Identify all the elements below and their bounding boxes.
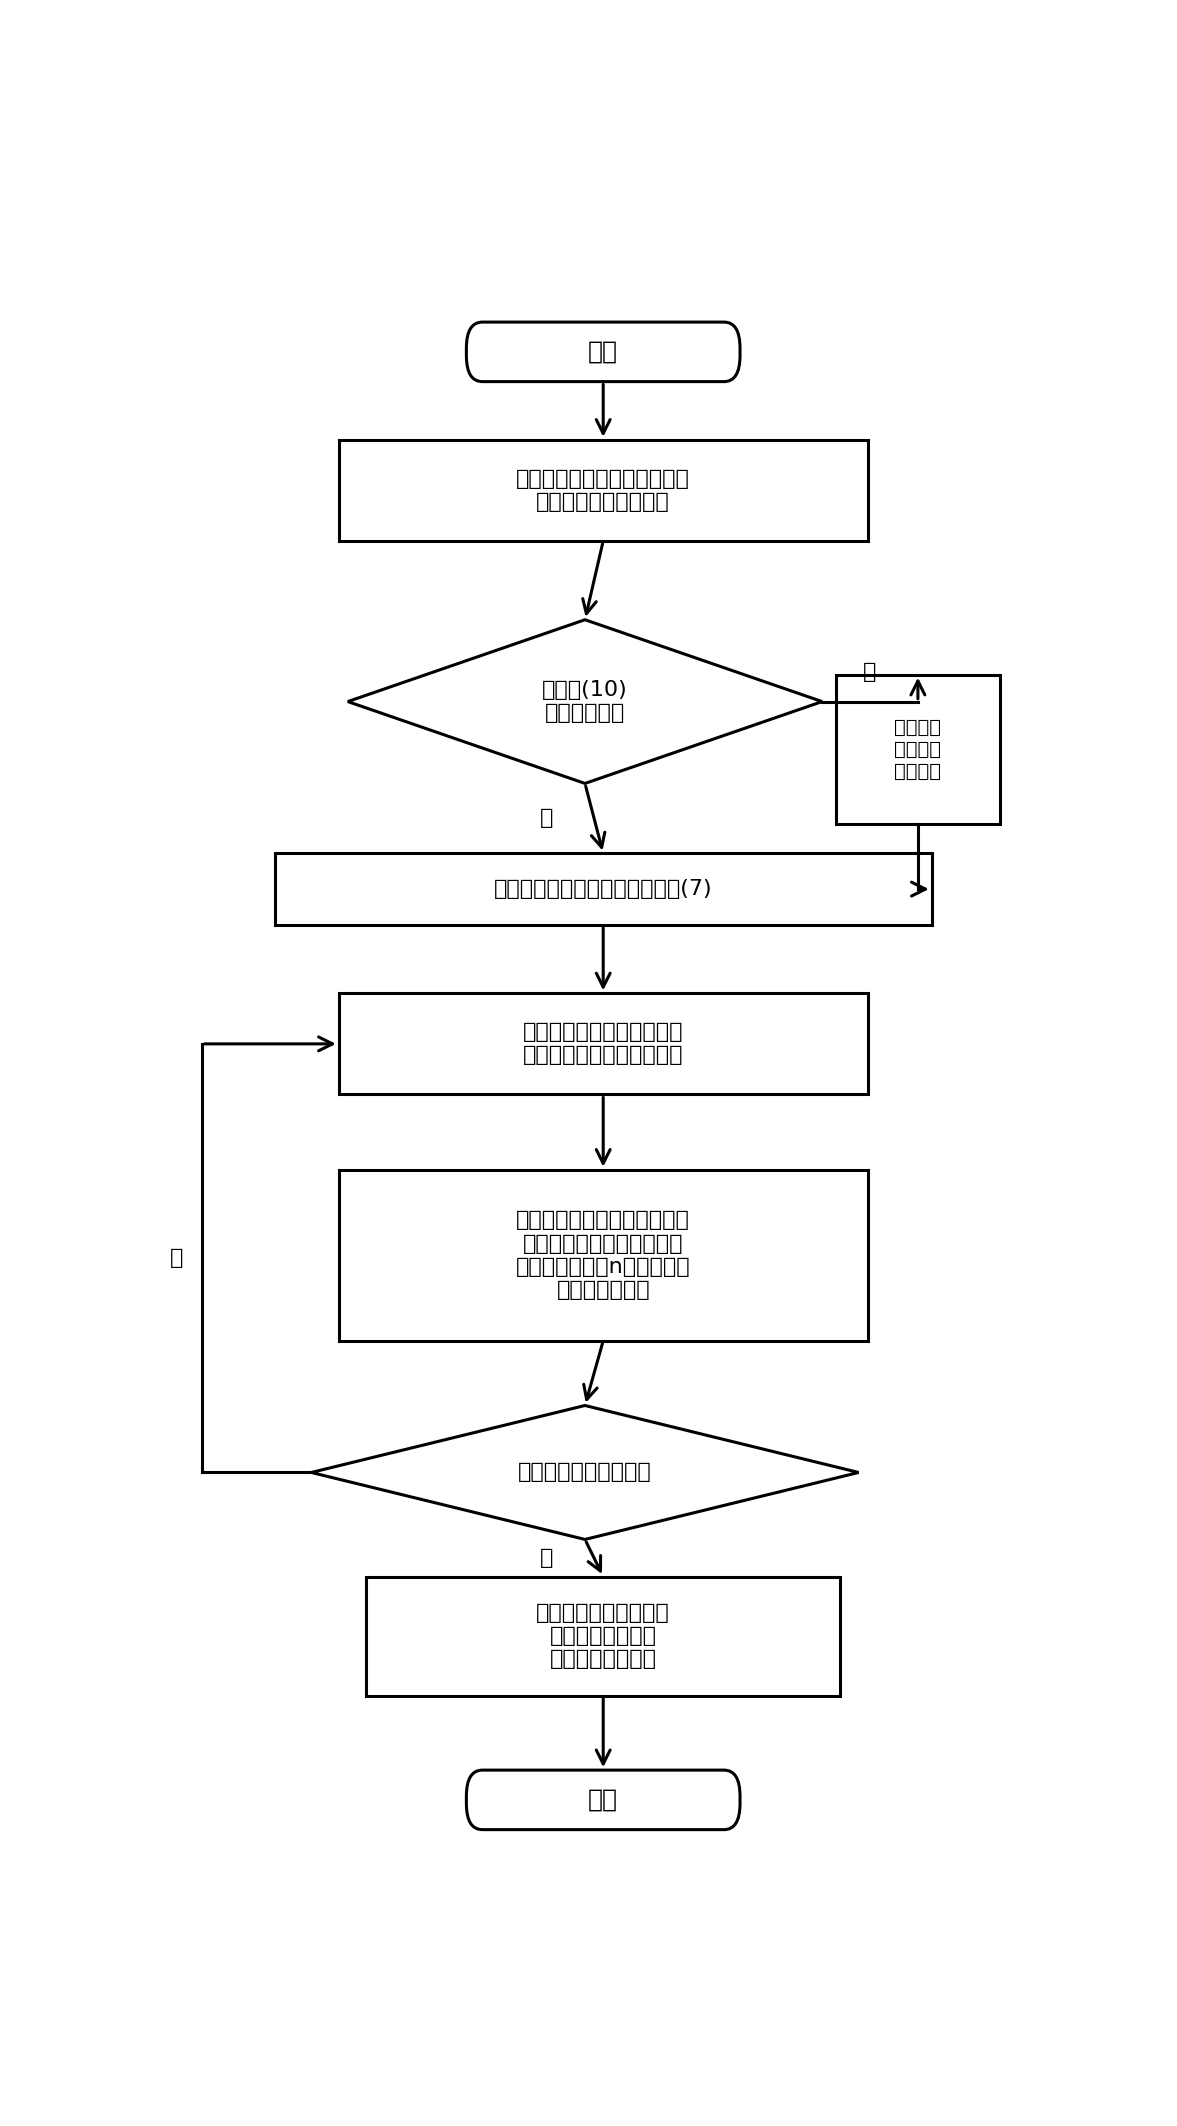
Text: 否: 否 bbox=[171, 1248, 184, 1269]
Text: 是: 是 bbox=[540, 1548, 553, 1569]
Text: 开始: 开始 bbox=[588, 340, 618, 364]
Text: 判断是否满足迭代次数: 判断是否满足迭代次数 bbox=[518, 1463, 652, 1482]
Bar bbox=[836, 674, 1000, 823]
FancyBboxPatch shape bbox=[466, 321, 740, 383]
Polygon shape bbox=[311, 1405, 859, 1539]
Bar bbox=[339, 440, 867, 540]
Text: 输出最优个体，即最优
水电机组出力曲线
以及优化负荷曲线: 输出最优个体，即最优 水电机组出力曲线 以及优化负荷曲线 bbox=[537, 1603, 670, 1669]
Text: 判断式(10)
约束是否满足: 判断式(10) 约束是否满足 bbox=[543, 680, 627, 723]
Text: 以罚函数
形式加入
目标函数: 以罚函数 形式加入 目标函数 bbox=[895, 719, 942, 780]
Text: 更新萤火虫位置，产生新个
体，同时保留旧萤火虫位置: 更新萤火虫位置，产生新个 体，同时保留旧萤火虫位置 bbox=[523, 1023, 684, 1065]
Text: 随机初始化水电机组一个调度
日各个时刻的初代种群: 随机初始化水电机组一个调度 日各个时刻的初代种群 bbox=[517, 468, 690, 512]
Polygon shape bbox=[348, 621, 822, 784]
Text: 计算新个体位置的个体满意度
，将新旧萤火虫位置合并排
序，选择最优的n个个体进入
下一次迭代优化: 计算新个体位置的个体满意度 ，将新旧萤火虫位置合并排 序，选择最优的n个个体进入… bbox=[516, 1210, 691, 1299]
Text: 是: 是 bbox=[540, 808, 553, 829]
Bar bbox=[275, 853, 932, 925]
Text: 结束: 结束 bbox=[588, 1788, 618, 1811]
Bar bbox=[366, 1577, 840, 1697]
Text: 否: 否 bbox=[864, 661, 877, 682]
Bar bbox=[339, 1169, 867, 1342]
Text: 计算单个萤火虫的个体满意度式(7): 计算单个萤火虫的个体满意度式(7) bbox=[494, 878, 712, 899]
FancyBboxPatch shape bbox=[466, 1771, 740, 1830]
Bar bbox=[339, 993, 867, 1095]
